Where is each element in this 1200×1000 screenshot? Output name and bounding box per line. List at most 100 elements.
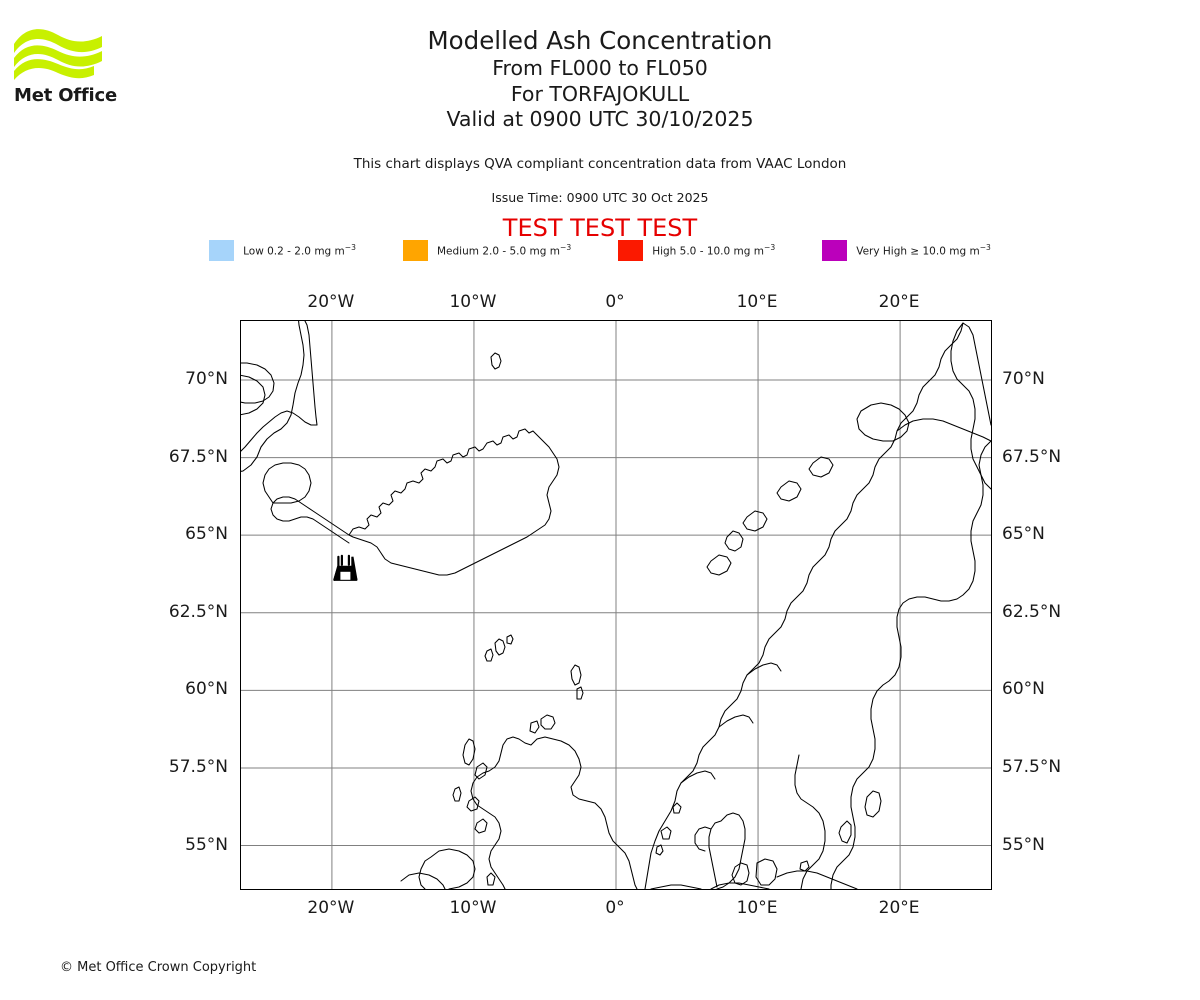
coast-kola [978,440,991,490]
coast-scotland-skye [474,762,488,780]
map-graticule [241,321,991,889]
lat-tick-left-0: 70°N [185,368,228,389]
lat-tick-left-4: 60°N [185,679,228,700]
coast-orkney-2 [529,720,540,734]
coast-denmark-jutland [708,812,746,889]
coast-ireland-body [400,872,446,889]
coast-scotland-isle [452,786,462,802]
lat-tick-left-5: 57.5°N [168,756,228,777]
lon-tick-bottom-2: 0° [605,898,625,918]
met-office-logo: Met Office [12,22,132,106]
title-volcano: For TORFAJOKULL [510,81,690,106]
legend-label-low: Low 0.2 - 2.0 mg m−3 [243,243,356,258]
coast-isle-of-man [486,872,496,886]
coast-norway-vesteralen [742,510,768,532]
met-office-logo-text: Met Office [14,85,118,106]
legend-high: High 5.0 - 10.0 mg m−3 [618,240,775,261]
met-office-wave-icon [14,29,102,80]
coast-iceland-westfjords [270,496,350,544]
chart-title-block: Modelled Ash Concentration From FL000 to… [0,26,1200,133]
lon-tick-bottom-4: 20°E [878,898,920,918]
test-banner: TEST TEST TEST [502,214,698,242]
coast-norway-lofoten-2 [706,554,732,576]
coast-shetland [570,664,582,686]
coast-norway-island3 [655,844,664,856]
coast-scotland-islay [474,818,488,834]
ash-concentration-map: 20°W 10°W 0° 10°E 20°E 20°W 10°W 0° 10°E 20°E 70… [169,292,1061,918]
coast-ireland-north [418,848,476,889]
coast-faroe-islands-2 [484,648,494,662]
map-canvas [241,321,991,889]
coast-continent-baltic [710,870,858,889]
coast-greenland [241,321,318,472]
lat-tick-left-6: 55°N [185,834,228,855]
title-flight-levels: From FL000 to FL050 [492,56,708,80]
copyright-notice: © Met Office Crown Copyright [60,960,257,975]
lon-tick-bottom-3: 10°E [736,898,778,918]
legend-label-high: High 5.0 - 10.0 mg m−3 [652,243,776,258]
legend-swatch-medium [403,240,428,261]
lat-tick-right-1: 67.5°N [1002,446,1062,467]
legend-label-very-high: Very High ≥ 10.0 mg m−3 [856,243,991,258]
lat-tick-left-1: 67.5°N [168,446,228,467]
coast-oland [838,820,852,844]
coast-sweden-finland [830,322,984,889]
coast-scotland-mull [466,796,480,812]
coast-great-britain [470,736,638,889]
coast-norway-north-coast [896,418,991,442]
coast-orkney [540,714,556,730]
qva-note: This chart displays QVA compliant concen… [353,156,847,172]
volcano-marker-torfajokull [333,554,358,581]
page-title: Modelled Ash Concentration [427,26,773,55]
coast-bornholm [799,860,810,872]
map-plot-area [240,320,992,890]
coast-baltic-west [794,754,826,889]
legend-very-high: Very High ≥ 10.0 mg m−3 [822,240,991,261]
title-valid-time: Valid at 0900 UTC 30/10/2025 [446,107,754,131]
lat-tick-right-2: 65°N [1002,524,1045,545]
legend-label-medium: Medium 2.0 - 5.0 mg m−3 [437,243,572,258]
coast-norway-inland [962,322,991,426]
lon-tick-top-4: 20°E [878,292,920,312]
coast-greenland-inner [241,362,275,404]
lon-tick-top-2: 0° [605,292,625,312]
coast-norway-finnmark [856,402,910,442]
lon-tick-bottom-1: 10°W [449,898,497,918]
lat-tick-right-0: 70°N [1002,368,1045,389]
coast-shetland-2 [576,686,584,700]
coast-denmark-north [694,826,712,852]
coast-jan-mayen [490,352,502,370]
coast-norway-island2 [660,826,672,840]
concentration-legend: Low 0.2 - 2.0 mg m−3 Medium 2.0 - 5.0 mg… [0,240,1200,261]
coast-norway [644,322,964,889]
coast-iceland-nw-peninsula [262,462,312,504]
lon-tick-top-1: 10°W [449,292,497,312]
lon-tick-top-0: 20°W [307,292,355,312]
coast-norway-fjord2 [718,714,754,728]
lat-tick-right-3: 62.5°N [1002,601,1062,622]
lon-tick-top-3: 10°E [736,292,778,312]
lat-tick-right-5: 57.5°N [1002,756,1062,777]
issue-time: Issue Time: 0900 UTC 30 Oct 2025 [491,190,709,205]
coast-norway-fjord1 [680,770,716,784]
coast-norway-lofoten [724,530,744,552]
coast-iceland [348,428,560,576]
coast-gotland [864,790,882,818]
lat-tick-right-6: 55°N [1002,834,1045,855]
lat-tick-right-4: 60°N [1002,679,1045,700]
coast-norway-island1 [672,802,682,814]
coast-faroe-islands-3 [506,634,514,645]
coast-denmark-funen [731,862,750,886]
coast-norway-tromso [808,456,834,478]
coast-scotland-west-isles [462,738,476,766]
coastlines [241,321,991,889]
lat-tick-left-3: 62.5°N [168,601,228,622]
legend-low: Low 0.2 - 2.0 mg m−3 [209,240,356,261]
coast-greenland-fjord [241,374,266,416]
coast-faroe-islands [494,638,506,656]
lat-tick-left-2: 65°N [185,524,228,545]
lon-tick-bottom-0: 20°W [307,898,355,918]
coast-norway-fjord3 [746,662,782,676]
legend-swatch-very-high [822,240,848,261]
legend-swatch-high [618,240,644,261]
